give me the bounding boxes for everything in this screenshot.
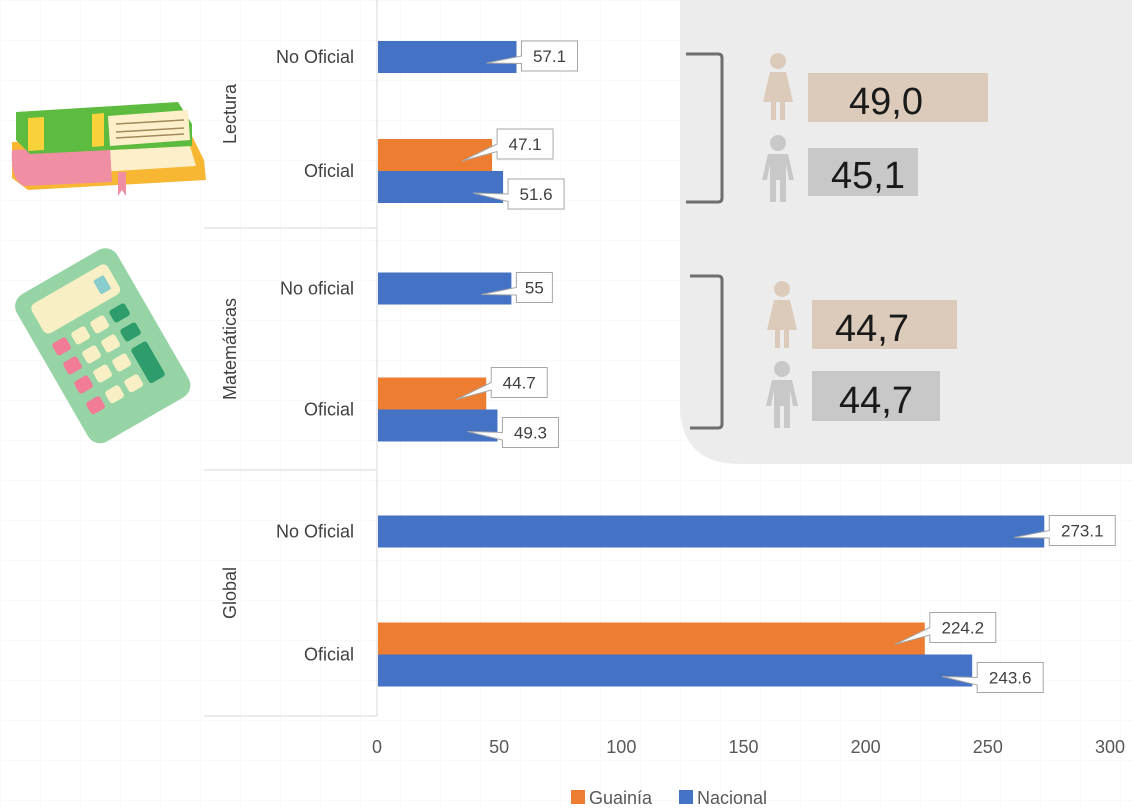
category-label: No Oficial <box>276 47 354 67</box>
data-label-callout <box>486 40 579 72</box>
x-tick-label: 250 <box>973 737 1003 757</box>
female-person-icon <box>763 53 793 120</box>
x-tick-label: 150 <box>728 737 758 757</box>
data-label: 55 <box>525 279 544 298</box>
group-label: Global <box>220 567 240 619</box>
matematicas-female-box <box>812 300 957 349</box>
data-label-callout <box>942 662 1044 693</box>
male-person-icon <box>762 135 794 202</box>
data-label: 47.1 <box>509 135 542 154</box>
data-label-callout <box>481 272 553 303</box>
data-label: 57.1 <box>533 47 566 66</box>
category-label: No oficial <box>280 279 354 299</box>
bar-nacional <box>378 272 512 305</box>
legend-swatch <box>571 790 585 804</box>
matematicas-male-box <box>812 371 940 421</box>
data-label-callout <box>455 367 548 400</box>
bar-nacional <box>378 171 504 203</box>
data-label: 51.6 <box>520 185 553 204</box>
calculator-icon <box>15 248 191 444</box>
category-label: Oficial <box>304 161 354 181</box>
lectura-female-value: 49,0 <box>849 81 923 123</box>
group-label: Lectura <box>220 83 240 144</box>
legend-label: Guainía <box>589 788 653 808</box>
lectura-male-value: 45,1 <box>831 155 905 197</box>
data-label-callout <box>467 417 559 448</box>
data-label: 243.6 <box>989 669 1032 688</box>
gender-panel <box>680 0 1132 464</box>
female-person-icon <box>767 281 797 348</box>
bracket-matematicas <box>690 274 724 430</box>
category-label: No Oficial <box>276 522 354 542</box>
bar-nacional <box>378 41 517 73</box>
data-label: 49.3 <box>514 424 547 443</box>
bar-guaina <box>378 622 925 655</box>
bar-guaina <box>378 139 493 171</box>
data-label-callout <box>461 128 554 162</box>
category-label: Oficial <box>304 400 354 420</box>
data-label: 273.1 <box>1061 522 1104 541</box>
bar-nacional <box>378 654 973 687</box>
matematicas-male-value: 44,7 <box>839 380 913 422</box>
data-label: 224.2 <box>942 619 985 638</box>
lectura-female-box <box>808 73 988 122</box>
data-label-callout <box>1014 515 1116 546</box>
x-tick-label: 300 <box>1095 737 1125 757</box>
data-label-callout <box>894 612 997 645</box>
x-tick-label: 200 <box>851 737 881 757</box>
lectura-male-box <box>808 148 918 196</box>
data-label-callout <box>472 178 565 210</box>
legend-swatch <box>679 790 693 804</box>
category-label: Oficial <box>304 645 354 665</box>
male-person-icon <box>766 361 798 428</box>
x-tick-label: 0 <box>372 737 382 757</box>
x-tick-label: 50 <box>489 737 509 757</box>
books-icon <box>11 102 206 196</box>
legend-label: Nacional <box>697 788 767 808</box>
group-label: Matemáticas <box>220 298 240 400</box>
bracket-lectura <box>686 52 724 204</box>
bar-nacional <box>378 515 1045 548</box>
x-tick-label: 100 <box>606 737 636 757</box>
bar-nacional <box>378 409 498 442</box>
data-label: 44.7 <box>503 374 536 393</box>
matematicas-female-value: 44,7 <box>835 308 909 350</box>
